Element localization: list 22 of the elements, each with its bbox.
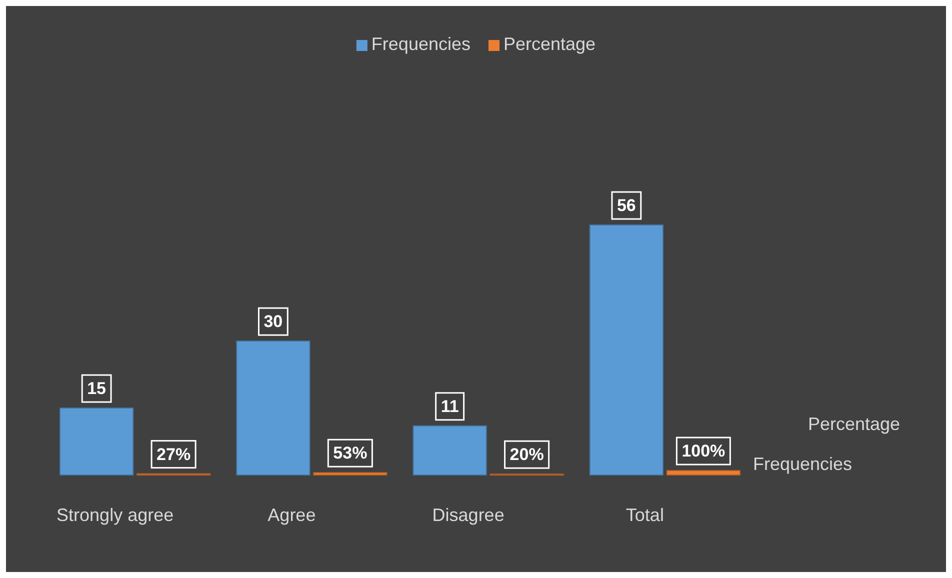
data-label: 11: [440, 396, 459, 416]
text: Percentage: [808, 414, 900, 434]
data-label: 30: [264, 312, 283, 332]
data-label: 100%: [682, 442, 726, 461]
bar: [666, 470, 740, 476]
data-label: 15: [87, 379, 106, 398]
x-tick-label: Disagree: [432, 504, 504, 525]
bar: [236, 340, 310, 476]
x-tick-label: Agree: [268, 504, 316, 525]
data-label: 56: [616, 196, 636, 215]
data-label: 20%: [510, 445, 544, 464]
x-tick-label: Strongly agree: [56, 504, 174, 525]
data-label: 53%: [333, 444, 368, 463]
bar: [60, 408, 134, 476]
x-tick-label: Total: [626, 504, 664, 525]
legend-label: Percentage: [503, 34, 596, 54]
text: Frequencies: [753, 454, 852, 474]
data-label: 27%: [156, 444, 191, 464]
bar: [313, 472, 388, 476]
bar: [412, 425, 487, 476]
legend-label: Frequencies: [371, 34, 470, 54]
bar: [589, 224, 664, 476]
